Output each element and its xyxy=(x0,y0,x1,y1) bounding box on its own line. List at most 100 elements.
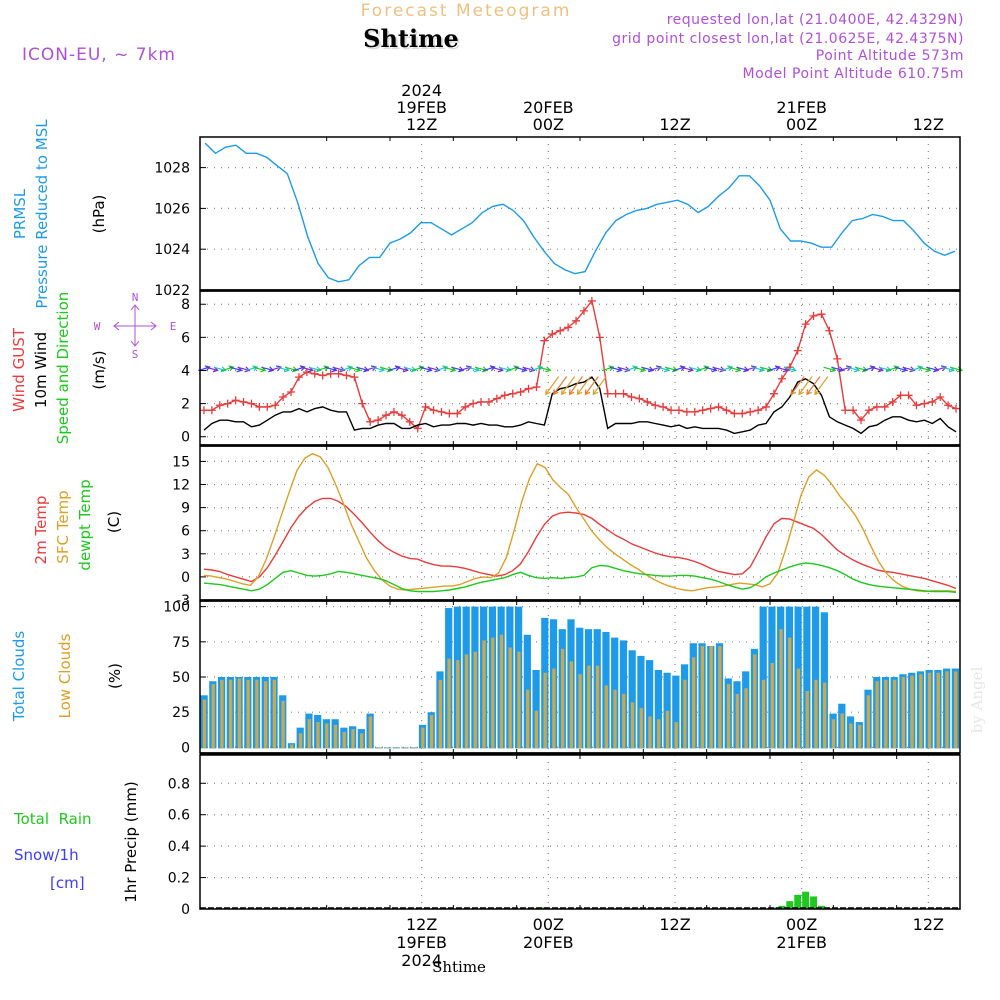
wind-arrow-head xyxy=(909,366,916,373)
bar-low-clouds xyxy=(630,702,635,749)
gust-marker xyxy=(310,369,319,378)
panels: 1022 1024 1026 1028 0 2 4 6 8 -3 0 3 6 9 12 15 0 25 50 75 10… xyxy=(154,136,963,918)
location-title-shadow: Shtime xyxy=(363,24,459,53)
time-label-bottom: 2024 xyxy=(401,951,442,970)
bar-low-clouds xyxy=(333,724,338,749)
bar-low-clouds xyxy=(770,662,774,749)
wind-arrow xyxy=(584,376,599,395)
bar-low-clouds xyxy=(849,723,853,749)
bar-low-clouds xyxy=(761,679,766,749)
bar-low-clouds xyxy=(622,693,626,749)
wind-arrow xyxy=(348,366,361,371)
bar-low-clouds xyxy=(377,747,381,749)
location-title: Shtime xyxy=(365,26,461,55)
wind-arrow-head xyxy=(252,365,259,372)
wind-arrow-head xyxy=(727,365,734,372)
bar-low-clouds xyxy=(604,685,608,749)
bar-low-clouds xyxy=(866,695,871,749)
wind-arrow-head xyxy=(592,389,599,396)
gust-marker xyxy=(952,404,961,413)
gust-marker xyxy=(334,369,343,378)
compass-rose: N W E S xyxy=(94,291,177,361)
bar-low-clouds xyxy=(307,719,311,749)
time-label-top: 21FEB xyxy=(776,98,827,117)
bar-low-clouds xyxy=(447,658,451,749)
wind-arrow-head xyxy=(774,365,781,372)
wind-arrow-head xyxy=(576,389,583,396)
bar-low-clouds xyxy=(202,699,207,749)
panel-frame xyxy=(199,136,961,291)
gust-marker xyxy=(572,316,581,325)
bar-low-clouds xyxy=(351,729,355,749)
gust-marker xyxy=(849,406,858,415)
bar-low-clouds xyxy=(526,689,530,749)
panel-temperature: -3 0 3 6 9 12 15 xyxy=(172,445,961,609)
gust-marker xyxy=(199,406,208,415)
label-low-clouds: Low Clouds xyxy=(56,633,74,718)
bar-low-clouds xyxy=(229,679,233,749)
gust-marker xyxy=(437,407,446,416)
gust-marker xyxy=(564,323,573,332)
wind-arrow-head xyxy=(940,365,948,372)
time-label-top: 20FEB xyxy=(523,98,574,117)
bar-low-clouds xyxy=(840,713,844,749)
footer-location: Shtime xyxy=(432,958,486,976)
gust-marker xyxy=(904,391,913,400)
bar-low-clouds xyxy=(744,688,748,749)
bar-low-clouds xyxy=(290,744,294,749)
wind-arrow-head xyxy=(434,366,441,373)
wind-arrow xyxy=(814,376,829,395)
gust-marker xyxy=(888,397,897,406)
wind-arrow xyxy=(942,366,955,371)
wind-arrow-head xyxy=(275,365,283,372)
label-total-rain: Total Rain xyxy=(13,810,92,828)
bar-low-clouds xyxy=(657,719,661,749)
wind-arrow-head xyxy=(418,365,425,372)
gust-marker xyxy=(809,311,818,320)
wind-arrow-head xyxy=(885,366,892,373)
bar-total-clouds xyxy=(637,655,645,749)
wind-arrow xyxy=(752,366,765,371)
wind-arrow xyxy=(704,366,717,371)
ytick-label: 1028 xyxy=(154,161,190,177)
gust-marker xyxy=(872,402,881,411)
gust-marker xyxy=(397,411,406,420)
wind-arrow xyxy=(870,366,883,371)
gust-marker xyxy=(556,326,565,335)
gust-marker xyxy=(239,397,248,406)
gust-marker xyxy=(548,330,557,339)
bar-low-clouds xyxy=(892,679,897,749)
wind-arrow xyxy=(561,376,576,395)
gust-marker xyxy=(619,389,628,398)
bar-low-clouds xyxy=(255,679,259,749)
bar-low-clouds xyxy=(464,654,469,749)
gust-marker xyxy=(389,407,398,416)
wind-arrow-head xyxy=(608,365,615,372)
wind-arrow xyxy=(847,366,860,371)
wind-arrow-head xyxy=(838,366,845,373)
bar-low-clouds xyxy=(901,677,905,749)
bar-low-clouds xyxy=(386,747,390,749)
gust-marker xyxy=(263,402,272,411)
gust-marker xyxy=(730,409,739,418)
time-label-top: 00Z xyxy=(533,115,564,134)
gust-marker xyxy=(374,416,383,425)
gust-marker xyxy=(762,402,771,411)
bar-low-clouds xyxy=(211,684,215,749)
bar-low-clouds xyxy=(779,629,783,749)
wind-arrow-head xyxy=(220,366,227,373)
series-prmsl xyxy=(204,142,956,283)
bar-low-clouds xyxy=(473,651,477,749)
gust-marker xyxy=(769,389,778,398)
gust-marker xyxy=(690,407,699,416)
bar-low-clouds xyxy=(508,647,512,749)
compass-east: E xyxy=(170,320,177,333)
bar-low-clouds xyxy=(831,719,836,749)
label-wind-gust: Wind GUST xyxy=(10,327,28,412)
wind-arrow-head xyxy=(394,365,401,372)
label-prmsl: PRMSL xyxy=(11,188,29,239)
bar-low-clouds xyxy=(691,657,696,749)
compass-north: N xyxy=(132,291,139,304)
bar-low-clouds xyxy=(753,654,757,749)
